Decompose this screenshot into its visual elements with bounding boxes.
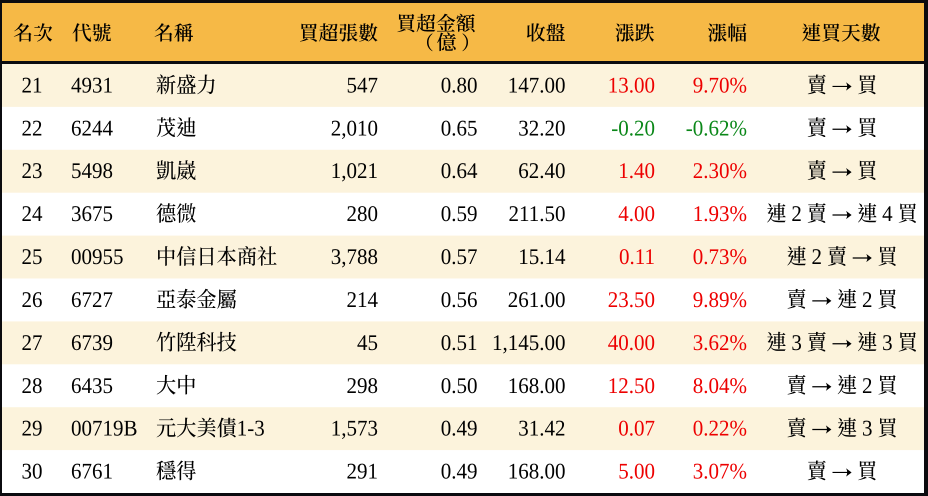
svg-text:2,010: 2,010 — [331, 115, 378, 141]
svg-text:0.07: 0.07 — [618, 415, 655, 441]
svg-text:2.30%: 2.30% — [693, 158, 747, 184]
svg-text:0.49: 0.49 — [441, 415, 478, 441]
svg-text:8.04%: 8.04% — [693, 373, 747, 399]
svg-text:214: 214 — [347, 287, 379, 313]
svg-text:3.62%: 3.62% — [693, 330, 747, 356]
svg-text:168.00: 168.00 — [508, 373, 566, 399]
svg-text:-0.20: -0.20 — [611, 115, 655, 141]
svg-text:00719B: 00719B — [71, 415, 138, 441]
svg-text:0.51: 0.51 — [441, 330, 478, 356]
svg-text:23: 23 — [22, 158, 43, 184]
svg-text:40.00: 40.00 — [608, 330, 655, 356]
svg-text:3675: 3675 — [71, 201, 113, 227]
svg-text:24: 24 — [22, 201, 44, 227]
svg-text:5.00: 5.00 — [618, 458, 655, 484]
svg-text:6761: 6761 — [71, 458, 113, 484]
svg-text:6727: 6727 — [71, 287, 113, 313]
svg-text:3,788: 3,788 — [331, 244, 378, 270]
svg-text:2: 2 — [862, 287, 873, 313]
svg-text:0.57: 0.57 — [441, 244, 478, 270]
svg-text:211.50: 211.50 — [509, 201, 566, 227]
svg-text:62.40: 62.40 — [518, 158, 565, 184]
svg-text:25: 25 — [22, 244, 43, 270]
svg-text:1,145.00: 1,145.00 — [492, 330, 566, 356]
svg-text:32.20: 32.20 — [518, 115, 565, 141]
svg-text:4931: 4931 — [71, 72, 113, 98]
svg-text:21: 21 — [22, 72, 43, 98]
svg-text:15.14: 15.14 — [518, 244, 566, 270]
svg-text:12.50: 12.50 — [608, 373, 655, 399]
svg-text:4: 4 — [882, 201, 893, 227]
svg-text:5498: 5498 — [71, 158, 113, 184]
svg-text:4.00: 4.00 — [618, 201, 655, 227]
svg-text:2: 2 — [862, 373, 873, 399]
svg-text:547: 547 — [347, 72, 379, 98]
svg-text:22: 22 — [22, 115, 43, 141]
svg-text:45: 45 — [357, 330, 378, 356]
svg-text:3.07%: 3.07% — [693, 458, 747, 484]
svg-text:2: 2 — [791, 201, 802, 227]
svg-text:30: 30 — [22, 458, 43, 484]
svg-text:6244: 6244 — [71, 115, 114, 141]
svg-text:280: 280 — [347, 201, 379, 227]
svg-text:147.00: 147.00 — [508, 72, 566, 98]
svg-text:168.00: 168.00 — [508, 458, 566, 484]
svg-text:00955: 00955 — [71, 244, 124, 270]
svg-text:0.80: 0.80 — [441, 72, 478, 98]
svg-text:-0.62%: -0.62% — [686, 115, 747, 141]
svg-text:23.50: 23.50 — [608, 287, 655, 313]
svg-text:6739: 6739 — [71, 330, 113, 356]
svg-text:28: 28 — [22, 373, 43, 399]
svg-text:27: 27 — [22, 330, 43, 356]
svg-text:1.40: 1.40 — [618, 158, 655, 184]
svg-text:0.65: 0.65 — [441, 115, 478, 141]
svg-text:3: 3 — [882, 330, 893, 356]
svg-text:261.00: 261.00 — [508, 287, 566, 313]
svg-text:0.50: 0.50 — [441, 373, 478, 399]
svg-text:13.00: 13.00 — [608, 72, 655, 98]
svg-text:1-3: 1-3 — [237, 415, 265, 441]
svg-text:0.22%: 0.22% — [693, 415, 747, 441]
svg-text:0.64: 0.64 — [441, 158, 478, 184]
svg-text:291: 291 — [347, 458, 379, 484]
svg-text:26: 26 — [22, 287, 43, 313]
svg-text:6435: 6435 — [71, 373, 113, 399]
svg-text:0.59: 0.59 — [441, 201, 478, 227]
svg-text:0.49: 0.49 — [441, 458, 478, 484]
svg-text:3: 3 — [791, 330, 802, 356]
svg-text:1,021: 1,021 — [331, 158, 378, 184]
svg-text:2: 2 — [812, 244, 823, 270]
svg-text:298: 298 — [347, 373, 379, 399]
svg-text:31.42: 31.42 — [518, 415, 565, 441]
svg-text:0.11: 0.11 — [619, 244, 655, 270]
svg-text:0.73%: 0.73% — [693, 244, 747, 270]
svg-text:1,573: 1,573 — [331, 415, 378, 441]
svg-text:29: 29 — [22, 415, 43, 441]
svg-text:9.89%: 9.89% — [693, 287, 747, 313]
svg-text:3: 3 — [862, 415, 873, 441]
svg-text:0.56: 0.56 — [441, 287, 478, 313]
svg-text:1.93%: 1.93% — [693, 201, 747, 227]
svg-text:9.70%: 9.70% — [693, 72, 747, 98]
